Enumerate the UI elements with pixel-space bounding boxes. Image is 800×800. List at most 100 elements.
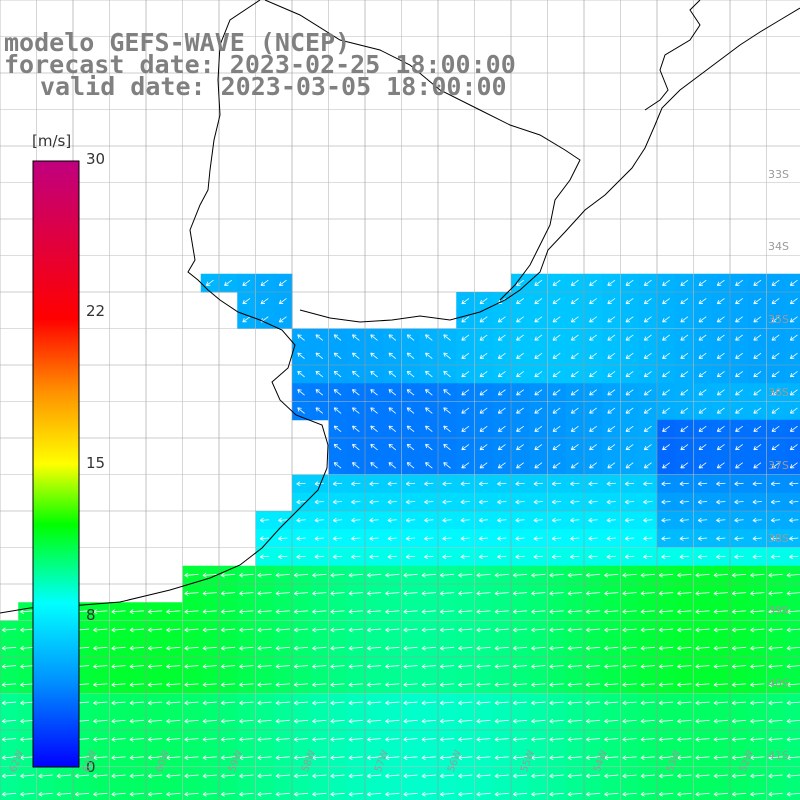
wind-arrow [677,572,692,578]
wind-arrow [425,389,433,396]
wind-arrow [735,298,744,305]
wind-arrow [570,554,580,560]
wind-arrow [570,462,579,469]
wind-arrow [698,298,707,305]
wind-arrow [56,773,71,779]
wind-arrow [516,279,525,286]
wind-arrow [697,517,708,523]
wind-arrow [770,481,781,487]
wind-arrow [622,773,637,779]
wind-arrow [314,554,324,560]
wind-arrow [369,554,379,560]
wind-cell [602,784,621,800]
wind-arrow [166,737,181,742]
wind-arrow [753,444,762,451]
wind-arrow [640,791,655,797]
wind-arrow [461,298,470,305]
wind-arrow [552,407,561,414]
wind-arrow [716,444,725,451]
wind-arrow [607,279,616,286]
wind-arrow [606,554,616,560]
wind-arrow [768,627,783,633]
wind-arrow [479,407,488,414]
wind-arrow [315,334,324,341]
wind-arrow [661,499,671,505]
wind-arrow [257,572,272,578]
wind-arrow [731,773,747,779]
wind-arrow [770,536,781,541]
wind-arrow [166,773,181,779]
wind-cell [237,784,256,800]
wind-cell [529,784,548,800]
wind-arrow [494,627,509,633]
wind-arrow [312,591,327,596]
wind-arrow [352,389,360,396]
wind-arrow [1,627,17,633]
wind-arrow [585,755,601,761]
wind-arrow [403,627,418,633]
wind-arrow [735,389,744,396]
wind-arrow [624,554,635,560]
wind-arrow [750,572,765,578]
wind-arrow [202,609,217,615]
wind-arrow [405,481,416,487]
wind-arrow [624,499,635,505]
wind-arrow [1,718,17,724]
wind-arrow [352,425,360,433]
wind-arrow [1,664,17,669]
wind-arrow [370,407,378,414]
wind-arrow [752,554,762,560]
wind-cell [328,784,348,800]
wind-arrow [680,425,689,432]
wind-cell [292,784,311,800]
wind-arrow [771,352,780,359]
wind-arrow [570,499,580,505]
wind-arrow [770,517,781,523]
wind-arrow [515,481,525,487]
wind-arrow [494,572,509,578]
wind-arrow [348,664,363,669]
wind-arrow [220,755,236,761]
wind-arrow [589,334,598,341]
wind-arrow [147,791,163,797]
colorbar-tick-30: 30 [86,150,106,168]
lat-label: 38S [768,532,789,545]
wind-arrow [695,791,710,797]
wind-arrow [731,700,747,706]
wind-arrow [220,664,236,669]
wind-arrow [768,609,783,615]
wind-arrow [622,591,637,596]
wind-arrow [552,334,561,341]
wind-arrow [129,773,144,779]
wind-arrow [403,718,418,724]
wind-arrow [680,298,689,305]
wind-arrow [735,425,744,432]
coastline-uruguay-brazil [299,7,800,323]
wind-arrow [259,517,270,523]
colorbar-tick-8: 8 [86,606,96,624]
wind-arrow [661,517,671,523]
wind-arrow [332,517,343,523]
wind-arrow [640,627,655,633]
wind-arrow [351,499,361,505]
wind-arrow [93,791,108,797]
wind-arrow [750,664,765,669]
wind-arrow [604,609,619,615]
wind-arrow [315,352,324,360]
wind-arrow [476,591,491,596]
wind-arrow [330,755,345,761]
wind-arrow [695,773,710,779]
wind-arrow [534,444,543,451]
wind-arrow [403,572,418,578]
wind-arrow [239,700,254,706]
wind-arrow [239,773,254,779]
wind-arrow [202,627,217,633]
wind-arrow [442,554,452,560]
wind-arrow [202,682,217,688]
wind-arrow [570,334,579,341]
wind-arrow [750,773,765,779]
wind-arrow [622,572,637,578]
wind-arrow [366,627,382,633]
wind-arrow [698,407,707,414]
